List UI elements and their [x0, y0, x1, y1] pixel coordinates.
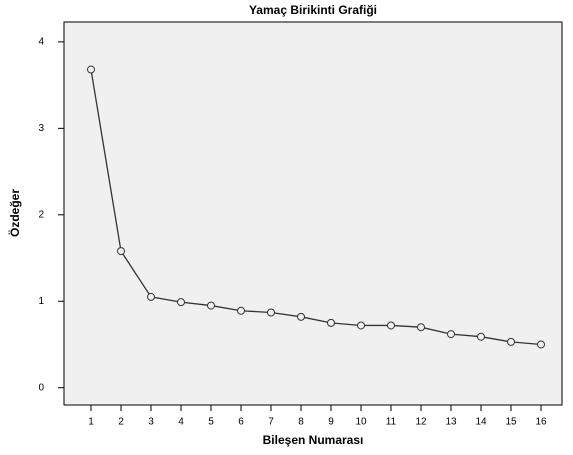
point: [267, 308, 275, 317]
point: [327, 318, 335, 327]
series-line: [90, 69, 542, 346]
x-tick-label: 3: [148, 417, 154, 428]
x-tick-label: 12: [415, 417, 427, 428]
x-tick-label: 8: [298, 417, 304, 428]
plot-area: [63, 21, 563, 406]
chart-title: Yamaç Birikinti Grafiği: [249, 3, 377, 17]
x-tick-label: 15: [505, 417, 517, 428]
point: [177, 298, 185, 307]
point: [507, 337, 515, 346]
y-tick-label: 1: [38, 296, 44, 307]
x-tick-label: 10: [355, 417, 367, 428]
x-tick-label: 14: [475, 417, 487, 428]
point: [207, 301, 215, 310]
point: [387, 321, 395, 330]
x-tick-label: 6: [238, 417, 244, 428]
point: [87, 65, 95, 74]
point: [297, 312, 305, 321]
point: [477, 332, 485, 341]
x-tick-label: 16: [535, 417, 547, 428]
x-tick-label: 5: [208, 417, 214, 428]
point: [117, 247, 125, 256]
y-axis-label: Özdeğer: [7, 189, 22, 237]
x-tick-label: 2: [118, 417, 124, 428]
x-tick-label: 13: [445, 417, 457, 428]
y-tick-label: 2: [38, 209, 44, 220]
y-tick-label: 3: [38, 123, 44, 134]
x-axis-label: Bileşen Numarası: [263, 433, 364, 447]
y-tick-label: 4: [38, 37, 44, 48]
x-tick-label: 1: [88, 417, 94, 428]
point: [417, 323, 425, 332]
y-tick-label: 0: [38, 382, 44, 393]
x-tick-label: 9: [328, 417, 334, 428]
point: [357, 321, 365, 330]
x-tick-label: 4: [178, 417, 184, 428]
point: [237, 306, 245, 315]
point: [447, 330, 455, 339]
point: [537, 340, 545, 349]
x-tick-label: 11: [386, 417, 397, 428]
x-tick-label: 7: [268, 417, 274, 428]
point: [147, 292, 155, 301]
